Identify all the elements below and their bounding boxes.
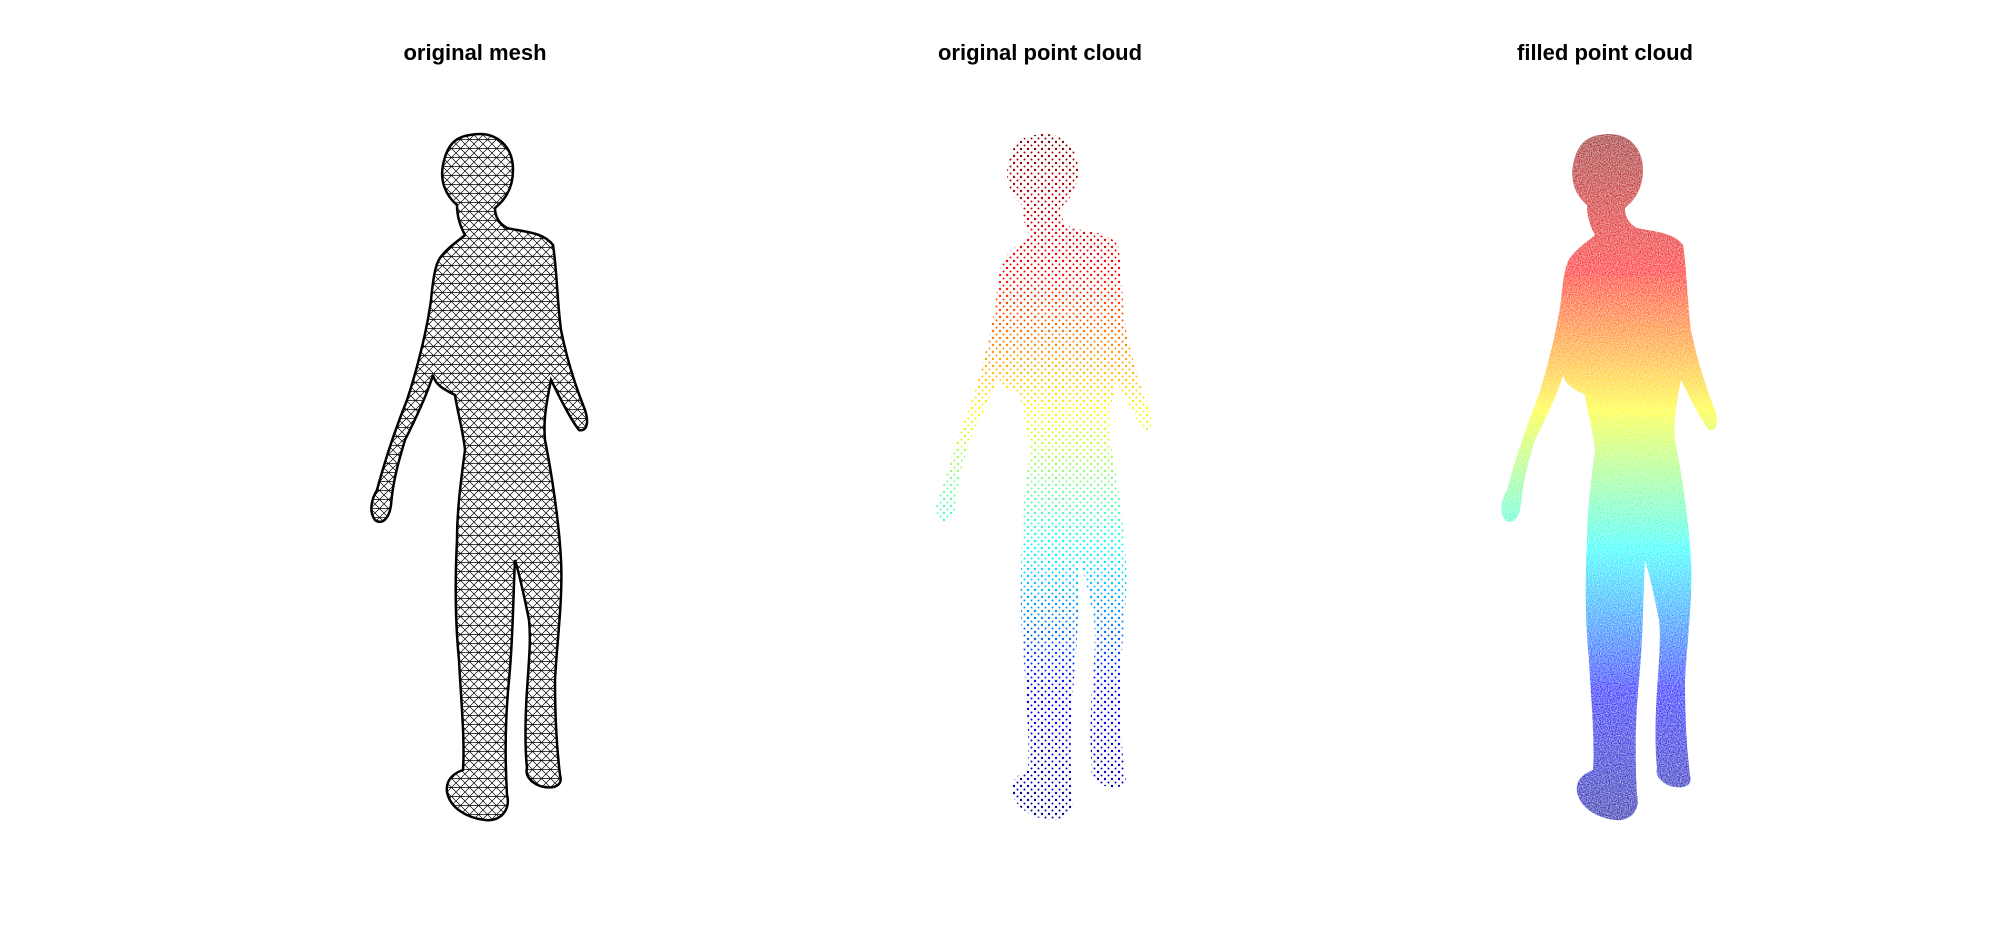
panel-original-mesh: original mesh [195, 0, 755, 949]
panel-filled-point-cloud: filled point cloud [1325, 0, 1885, 949]
panel-original-point-cloud: original point cloud [760, 0, 1320, 949]
dense-point-cloud-figure [1501, 134, 1717, 821]
sparse-point-cloud-figure [760, 130, 1320, 830]
panel-title: original point cloud [937, 40, 1143, 65]
mesh-wireframe-figure [370, 132, 589, 822]
panel-title: original mesh [403, 40, 547, 65]
panel-title: filled point cloud [1517, 40, 1693, 65]
